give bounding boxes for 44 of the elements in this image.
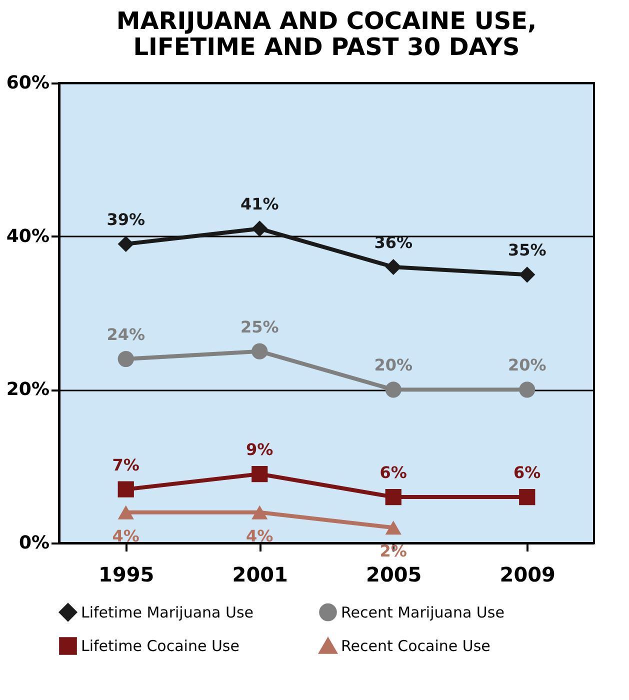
data-label: 41%: [240, 194, 279, 214]
data-label: 6%: [514, 463, 541, 482]
y-tick-label: 40%: [6, 226, 50, 247]
data-label: 6%: [380, 463, 407, 482]
legend-label: Lifetime Cocaine Use: [81, 637, 240, 655]
legend-label: Lifetime Marijuana Use: [81, 603, 254, 622]
point: [252, 220, 268, 237]
point: [519, 488, 536, 506]
point: [118, 481, 134, 498]
point: [118, 236, 134, 252]
text: LIFETIME AND PAST 30 DAYS: [133, 33, 520, 61]
y-tick-label: 60%: [6, 72, 50, 94]
point: [118, 350, 134, 368]
x-tick-label: 2005: [366, 562, 422, 586]
data-label: 20%: [374, 356, 413, 375]
data-label: 9%: [246, 440, 274, 459]
point: [385, 488, 402, 506]
point: [385, 258, 402, 276]
data-label: 20%: [508, 356, 546, 375]
data-label: 4%: [112, 526, 140, 546]
x-tick-label: 2001: [232, 562, 288, 586]
point: [252, 505, 268, 520]
point: [118, 505, 134, 520]
point: [252, 343, 268, 360]
data-label: 2%: [380, 542, 407, 561]
data-label: 39%: [106, 210, 146, 229]
y-tick-label: 0%: [18, 532, 50, 554]
x-tick-label: 1995: [98, 562, 154, 586]
data-label: 7%: [112, 455, 140, 474]
point: [519, 382, 536, 398]
legend-label: Recent Cocaine Use: [341, 637, 490, 655]
x-tick-label: 2009: [500, 562, 556, 586]
point: [385, 520, 402, 535]
legend-label: Recent Marijuana Use: [341, 603, 504, 622]
data-label: 24%: [106, 325, 146, 344]
data-label: 36%: [374, 233, 413, 252]
y-tick-label: 20%: [6, 379, 50, 400]
text: MARIJUANA AND COCAINE USE,: [116, 7, 537, 35]
data-label: 25%: [240, 317, 279, 336]
data-label: 35%: [508, 240, 546, 260]
point: [252, 466, 268, 482]
data-label: 4%: [246, 526, 274, 546]
point: [519, 266, 536, 283]
point: [385, 382, 402, 398]
